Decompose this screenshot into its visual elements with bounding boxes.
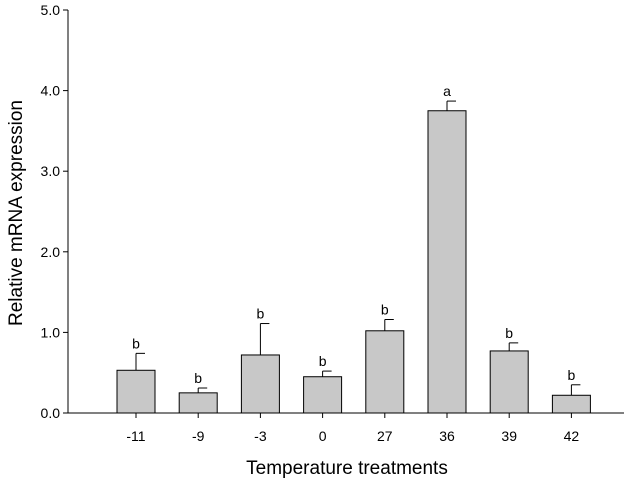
x-tick-label: 0 — [319, 428, 327, 444]
y-tick-label: 3.0 — [41, 163, 61, 179]
x-tick-label: -9 — [192, 428, 205, 444]
significance-label: b — [132, 335, 140, 351]
significance-label: b — [381, 302, 389, 318]
significance-label: a — [443, 83, 451, 99]
x-tick-label: 39 — [501, 428, 517, 444]
significance-label: b — [505, 325, 513, 341]
x-tick-label: -3 — [254, 428, 267, 444]
y-tick-label: 5.0 — [41, 2, 61, 18]
error-bars — [135, 100, 581, 396]
significance-label: b — [194, 370, 202, 386]
y-tick-labels: 0.0 1.0 2.0 3.0 4.0 5.0 — [41, 2, 61, 421]
bars — [116, 110, 591, 414]
y-tick-label: 2.0 — [41, 244, 61, 260]
bar — [427, 110, 467, 414]
bar — [365, 330, 405, 414]
bar — [178, 392, 218, 414]
x-tick-label: 42 — [564, 428, 580, 444]
x-tick-labels: -11 -9 -3 0 27 36 39 42 — [126, 428, 579, 444]
axes — [63, 9, 624, 418]
bar — [489, 350, 529, 414]
significance-label: b — [319, 353, 327, 369]
significance-label: b — [257, 306, 265, 322]
y-tick-label: 4.0 — [41, 83, 61, 99]
y-axis-title: Relative mRNA expression — [6, 100, 27, 326]
significance-labels: b b b b b a b b — [132, 83, 575, 386]
x-axis-title: Temperature treatments — [246, 458, 448, 479]
bar — [240, 354, 280, 414]
bar — [303, 376, 343, 414]
x-tick-label: -11 — [126, 428, 145, 444]
bar — [116, 369, 156, 414]
y-tick-label: 1.0 — [41, 324, 61, 340]
y-tick-label: 0.0 — [41, 405, 61, 421]
significance-label: b — [568, 367, 576, 383]
bar — [551, 394, 591, 414]
x-tick-label: 36 — [439, 428, 455, 444]
x-tick-label: 27 — [377, 428, 393, 444]
